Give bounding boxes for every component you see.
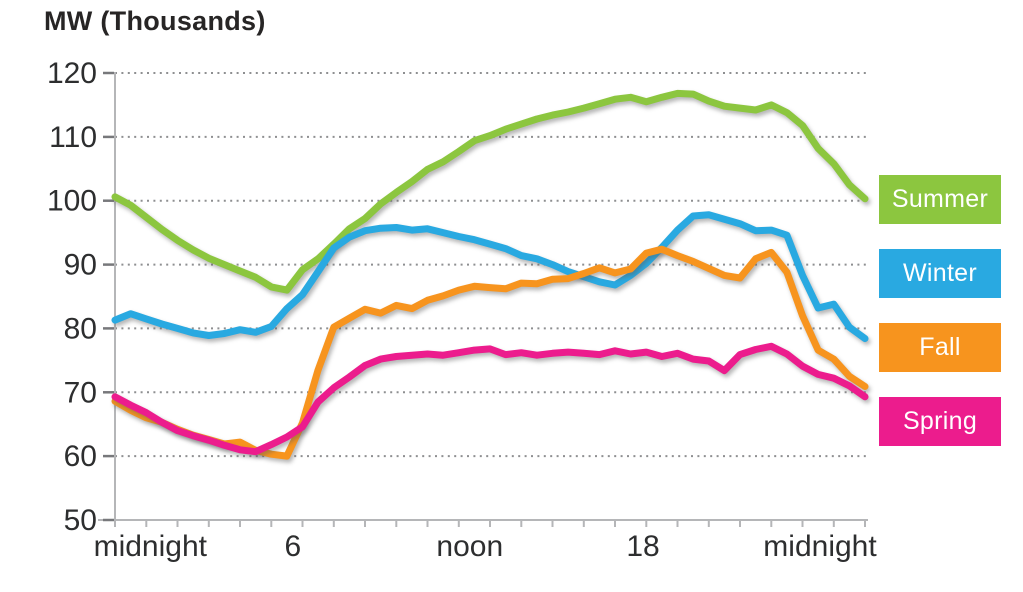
legend-item-fall: Fall — [879, 323, 1001, 372]
x-axis-label-1: 6 — [284, 530, 301, 563]
legend-label-spring: Spring — [902, 407, 978, 435]
legend-item-summer: Summer — [879, 175, 1001, 224]
legend-item-winter: Winter — [879, 249, 1001, 298]
x-axis-label-0: midnight — [94, 530, 208, 563]
series-line-winter — [111, 211, 869, 343]
x-axis-label-2: noon — [436, 530, 503, 563]
series-line-spring — [111, 342, 869, 456]
x-axis-label-4: midnight — [763, 530, 877, 563]
y-tick-label-120: 120 — [47, 57, 97, 90]
y-tick-label-80: 80 — [64, 312, 97, 345]
y-tick-label-110: 110 — [49, 121, 97, 154]
y-tick-label-70: 70 — [64, 376, 97, 409]
y-tick-label-100: 100 — [47, 185, 97, 218]
chart-title: MW (Thousands) — [44, 6, 266, 36]
y-tick-label-50: 50 — [64, 504, 97, 537]
y-tick-label-90: 90 — [64, 249, 97, 282]
y-tick-label-60: 60 — [64, 440, 97, 473]
series-line-summer — [111, 89, 869, 294]
legend-label-summer: Summer — [891, 185, 989, 213]
series-line-fall — [111, 245, 869, 460]
x-axis-label-3: 18 — [626, 530, 659, 563]
legend-label-winter: Winter — [902, 259, 978, 287]
legend-item-spring: Spring — [879, 397, 1001, 446]
legend-label-fall: Fall — [919, 333, 961, 361]
